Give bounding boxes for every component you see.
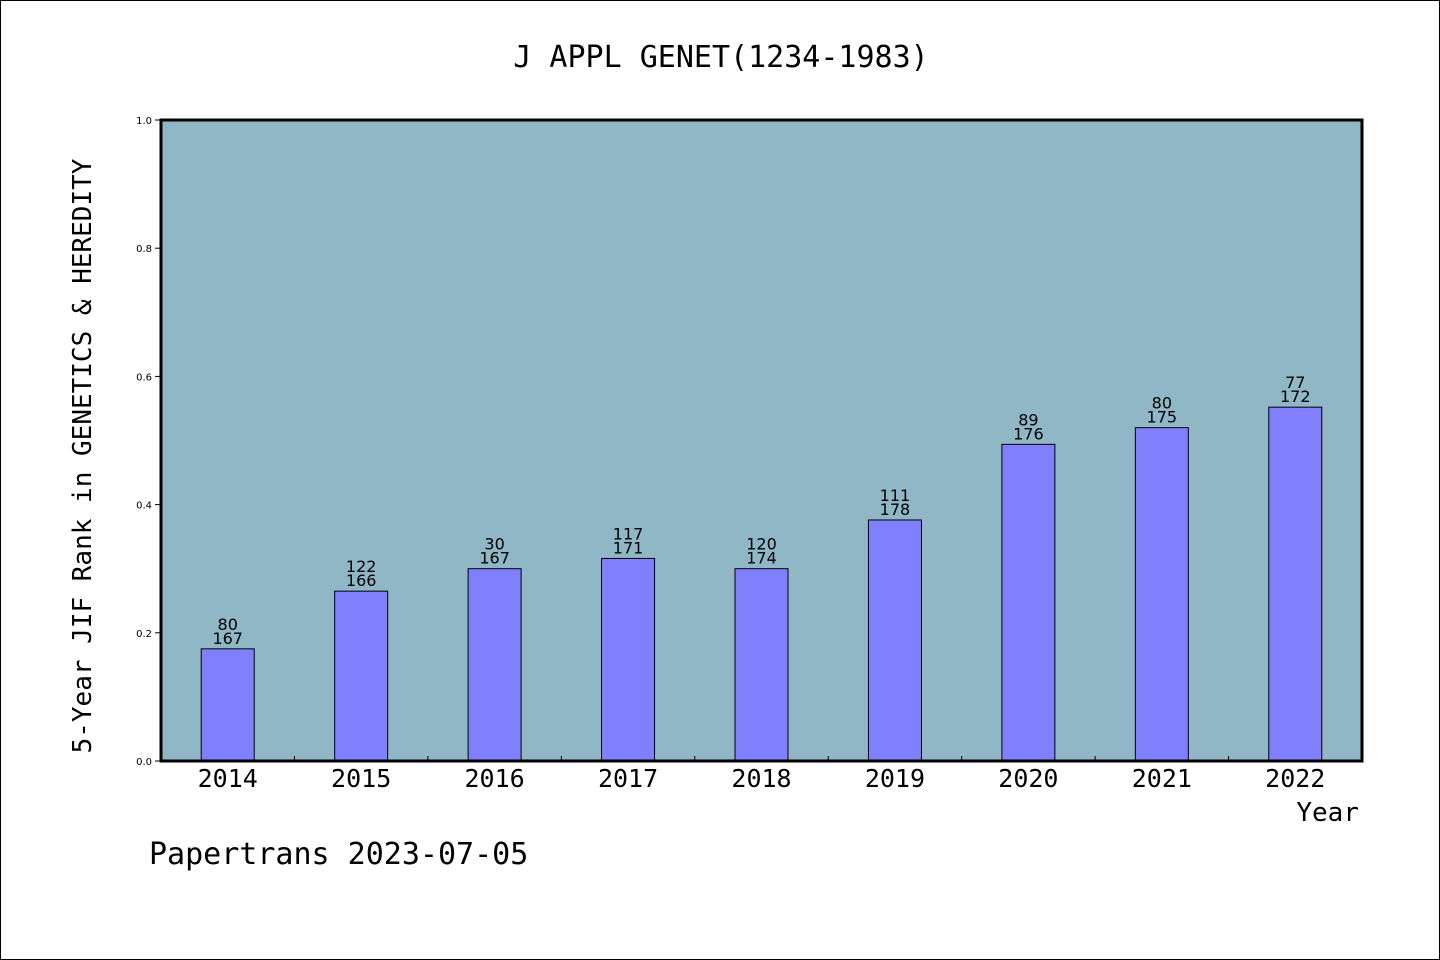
- x-tick-label: 2017: [598, 764, 658, 793]
- bar: [1134, 427, 1189, 762]
- bar-rank-label: 30: [484, 535, 504, 554]
- x-tick-label: 2014: [198, 764, 258, 793]
- bar-total-label: 176: [1013, 424, 1044, 443]
- bar: [1268, 406, 1323, 762]
- bar-total-label: 172: [1280, 387, 1311, 406]
- bar-rank-label: 111: [880, 486, 911, 505]
- y-tick-label: 0.8: [136, 244, 152, 255]
- y-axis-label: 5-Year JIF Rank in GENETICS & HEREDITY: [68, 158, 98, 753]
- bar: [601, 557, 656, 762]
- x-tick-label: 2018: [731, 764, 791, 793]
- x-tick-label: 2020: [998, 764, 1058, 793]
- y-tick-label: 0.4: [136, 501, 152, 512]
- bar: [467, 568, 522, 762]
- bar-rank-label: 89: [1018, 410, 1038, 429]
- bar-rank-label: 77: [1285, 373, 1305, 392]
- bar: [334, 590, 389, 762]
- x-tick-label: 2022: [1265, 764, 1325, 793]
- x-tick-label: 2016: [465, 764, 525, 793]
- bar-total-label: 171: [613, 538, 644, 557]
- bar-total-label: 178: [880, 500, 911, 519]
- chart-title: J APPL GENET(1234-1983): [513, 40, 928, 75]
- bar-total-label: 174: [746, 549, 777, 568]
- bar: [867, 519, 922, 762]
- bar-total-label: 167: [479, 549, 510, 568]
- bar-rank-label: 120: [746, 535, 777, 554]
- bar-rank-label: 80: [218, 615, 238, 634]
- bar: [200, 648, 255, 762]
- bar-rank-label: 122: [346, 557, 377, 576]
- y-tick-label: 0.0: [136, 757, 152, 768]
- y-tick-label: 0.6: [136, 372, 152, 383]
- bar: [1001, 443, 1056, 762]
- bar-rank-label: 80: [1152, 394, 1172, 413]
- x-tick-label: 2019: [865, 764, 925, 793]
- bar-rank-label: 117: [613, 524, 644, 543]
- x-tick-label: 2021: [1132, 764, 1192, 793]
- y-tick-label: 1.0: [136, 116, 152, 127]
- bar-total-label: 166: [346, 571, 377, 590]
- bar: [734, 568, 789, 762]
- bar-total-label: 167: [212, 629, 243, 648]
- x-axis-label: Year: [1296, 798, 1359, 828]
- footer-text: Papertrans 2023-07-05: [149, 837, 528, 872]
- x-tick-label: 2015: [331, 764, 391, 793]
- plot-frame: [159, 118, 1364, 763]
- bar-total-label: 175: [1147, 408, 1178, 427]
- y-tick-label: 0.2: [136, 629, 152, 640]
